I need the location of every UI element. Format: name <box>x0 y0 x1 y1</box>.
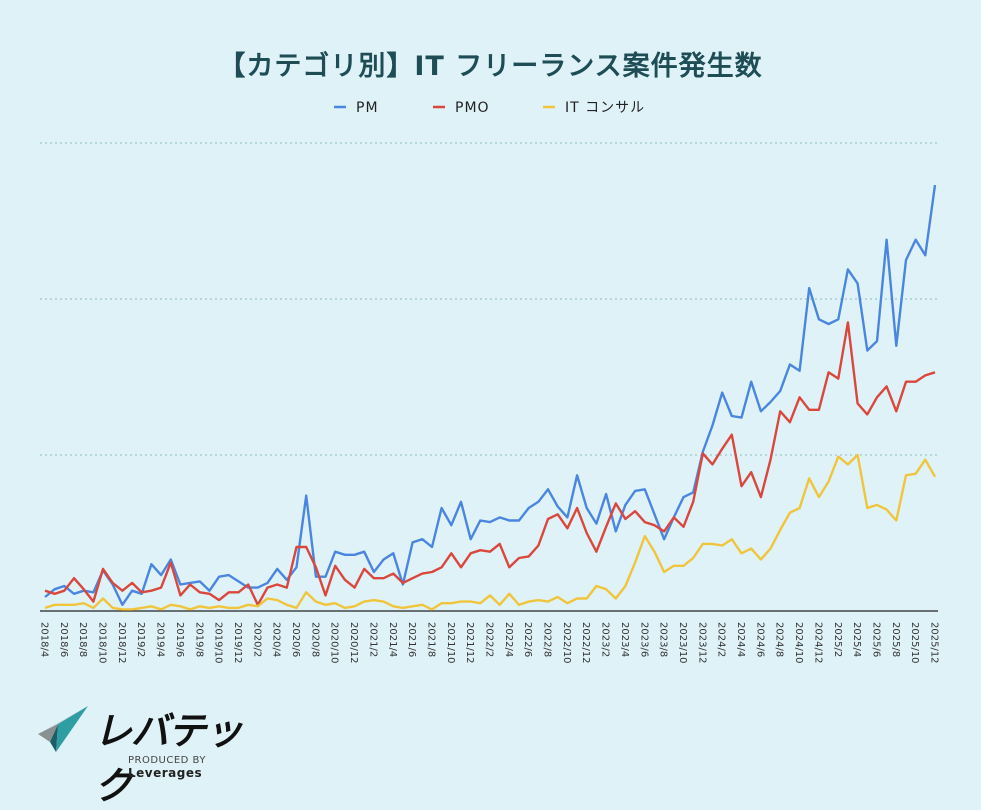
x-tick-label: 2018/4 <box>39 622 50 657</box>
x-tick-label: 2025/10 <box>909 622 920 664</box>
x-tick-label: 2020/2 <box>251 622 262 657</box>
series-line-2 <box>44 453 937 611</box>
x-tick-label: 2025/12 <box>929 622 940 664</box>
x-tick-label: 2019/8 <box>193 622 204 657</box>
x-tick-label: 2019/2 <box>135 622 146 657</box>
x-tick-label: 2024/2 <box>716 622 727 657</box>
x-tick-label: 2023/6 <box>638 622 649 657</box>
x-tick-label: 2022/2 <box>484 622 495 657</box>
x-tick-label: 2021/4 <box>387 622 398 657</box>
x-tick-label: 2022/6 <box>522 622 533 657</box>
x-tick-label: 2020/8 <box>309 622 320 657</box>
x-tick-label: 2020/10 <box>329 622 340 664</box>
x-tick-label: 2018/8 <box>77 622 88 657</box>
x-tick-label: 2020/6 <box>290 622 301 657</box>
x-tick-label: 2019/10 <box>213 622 224 664</box>
logo-mark-icon <box>38 706 88 752</box>
x-tick-label: 2022/12 <box>580 622 591 664</box>
x-tick-label: 2025/6 <box>871 622 882 657</box>
x-tick-label: 2024/4 <box>735 622 746 657</box>
x-tick-label: 2021/2 <box>367 622 378 657</box>
x-tick-label: 2025/8 <box>890 622 901 657</box>
gridlines <box>40 142 938 612</box>
legend-label: PM <box>356 100 379 116</box>
x-tick-label: 2023/4 <box>619 622 630 657</box>
x-tick-label: 2021/10 <box>445 622 456 664</box>
x-tick-label: 2023/2 <box>600 622 611 657</box>
logo-wordmark: レバテック <box>94 709 243 808</box>
x-tick-label: 2021/6 <box>406 622 417 657</box>
x-tick-label: 2019/12 <box>232 622 243 664</box>
x-tick-label: 2019/4 <box>155 622 166 657</box>
x-tick-label: 2019/6 <box>174 622 185 657</box>
series-line-0 <box>44 184 937 606</box>
legend-label: IT コンサル <box>565 100 645 116</box>
x-tick-label: 2023/8 <box>658 622 669 657</box>
x-tick-label: 2018/10 <box>97 622 108 664</box>
x-tick-label: 2022/4 <box>503 622 514 657</box>
company-name: Leverages <box>128 766 203 780</box>
produced-by: PRODUCED BY Leverages <box>128 755 276 780</box>
x-tick-label: 2021/8 <box>426 622 437 657</box>
x-tick-label: 2018/12 <box>116 622 127 664</box>
x-tick-label: 2024/8 <box>774 622 785 657</box>
x-tick-label: 2024/6 <box>754 622 765 657</box>
x-tick-label: 2023/12 <box>696 622 707 664</box>
x-tick-label: 2022/8 <box>542 622 553 657</box>
x-tick-label: 2022/10 <box>561 622 572 664</box>
x-axis-ticks: 2018/4 2018/6 2018/8 2018/10 2018/12 2019/2 20… <box>39 622 940 664</box>
series-lines <box>44 184 937 611</box>
x-tick-label: 2024/10 <box>793 622 804 664</box>
x-tick-label: 2024/12 <box>812 622 823 664</box>
x-tick-label: 2025/4 <box>851 622 862 657</box>
chart-title: 【カテゴリ別】IT フリーランス案件発生数 <box>218 51 763 82</box>
produced-by-label: PRODUCED BY <box>128 755 206 766</box>
x-tick-label: 2020/4 <box>271 622 282 657</box>
legend: PM PMO IT コンサル <box>334 100 645 116</box>
x-tick-label: 2025/2 <box>832 622 843 657</box>
series-line-1 <box>44 321 936 606</box>
x-tick-label: 2021/12 <box>464 622 475 664</box>
x-tick-label: 2020/12 <box>348 622 359 664</box>
x-tick-label: 2023/10 <box>677 622 688 664</box>
x-tick-label: 2018/6 <box>58 622 69 657</box>
levtech-logo: レバテック PRODUCED BY Leverages <box>36 700 276 808</box>
legend-label: PMO <box>455 100 490 116</box>
